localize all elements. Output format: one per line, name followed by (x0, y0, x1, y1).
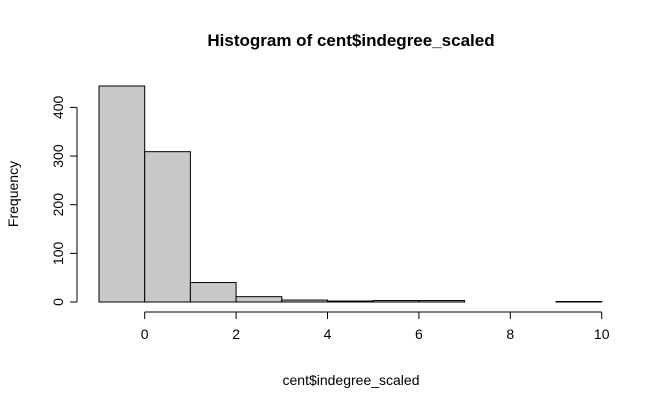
x-tick-label-4: 8 (506, 326, 514, 342)
histogram-bar-3 (235, 296, 283, 303)
x-axis: 0 2 4 6 8 10 (141, 311, 610, 342)
y-tick-label-4: 400 (50, 96, 66, 120)
histogram-bar-1 (144, 151, 191, 303)
histogram-bar-4 (281, 299, 328, 303)
y-tick-label-3: 300 (50, 144, 66, 168)
y-tick-label-0: 0 (50, 298, 66, 306)
x-tick-label-0: 0 (141, 326, 149, 342)
chart-title: Histogram of cent$indegree_scaled (207, 31, 494, 50)
y-tick-label-1: 100 (50, 241, 66, 265)
histogram-bar-5 (327, 300, 374, 303)
histogram-bar-6 (372, 300, 420, 303)
histogram-bar-7 (418, 300, 466, 303)
histogram-bar-2 (189, 282, 237, 303)
x-axis-label: cent$indegree_scaled (283, 372, 420, 388)
y-axis-label: Frequency (5, 161, 21, 227)
x-tick-label-2: 4 (324, 326, 332, 342)
x-tick-label-3: 6 (415, 326, 423, 342)
histogram-bar-0 (98, 85, 146, 303)
x-tick-label-5: 10 (594, 326, 610, 342)
x-tick-label-1: 2 (232, 326, 240, 342)
y-axis: 0 100 200 300 400 (50, 96, 78, 306)
y-tick-label-2: 200 (50, 193, 66, 217)
bars-group (98, 85, 603, 303)
